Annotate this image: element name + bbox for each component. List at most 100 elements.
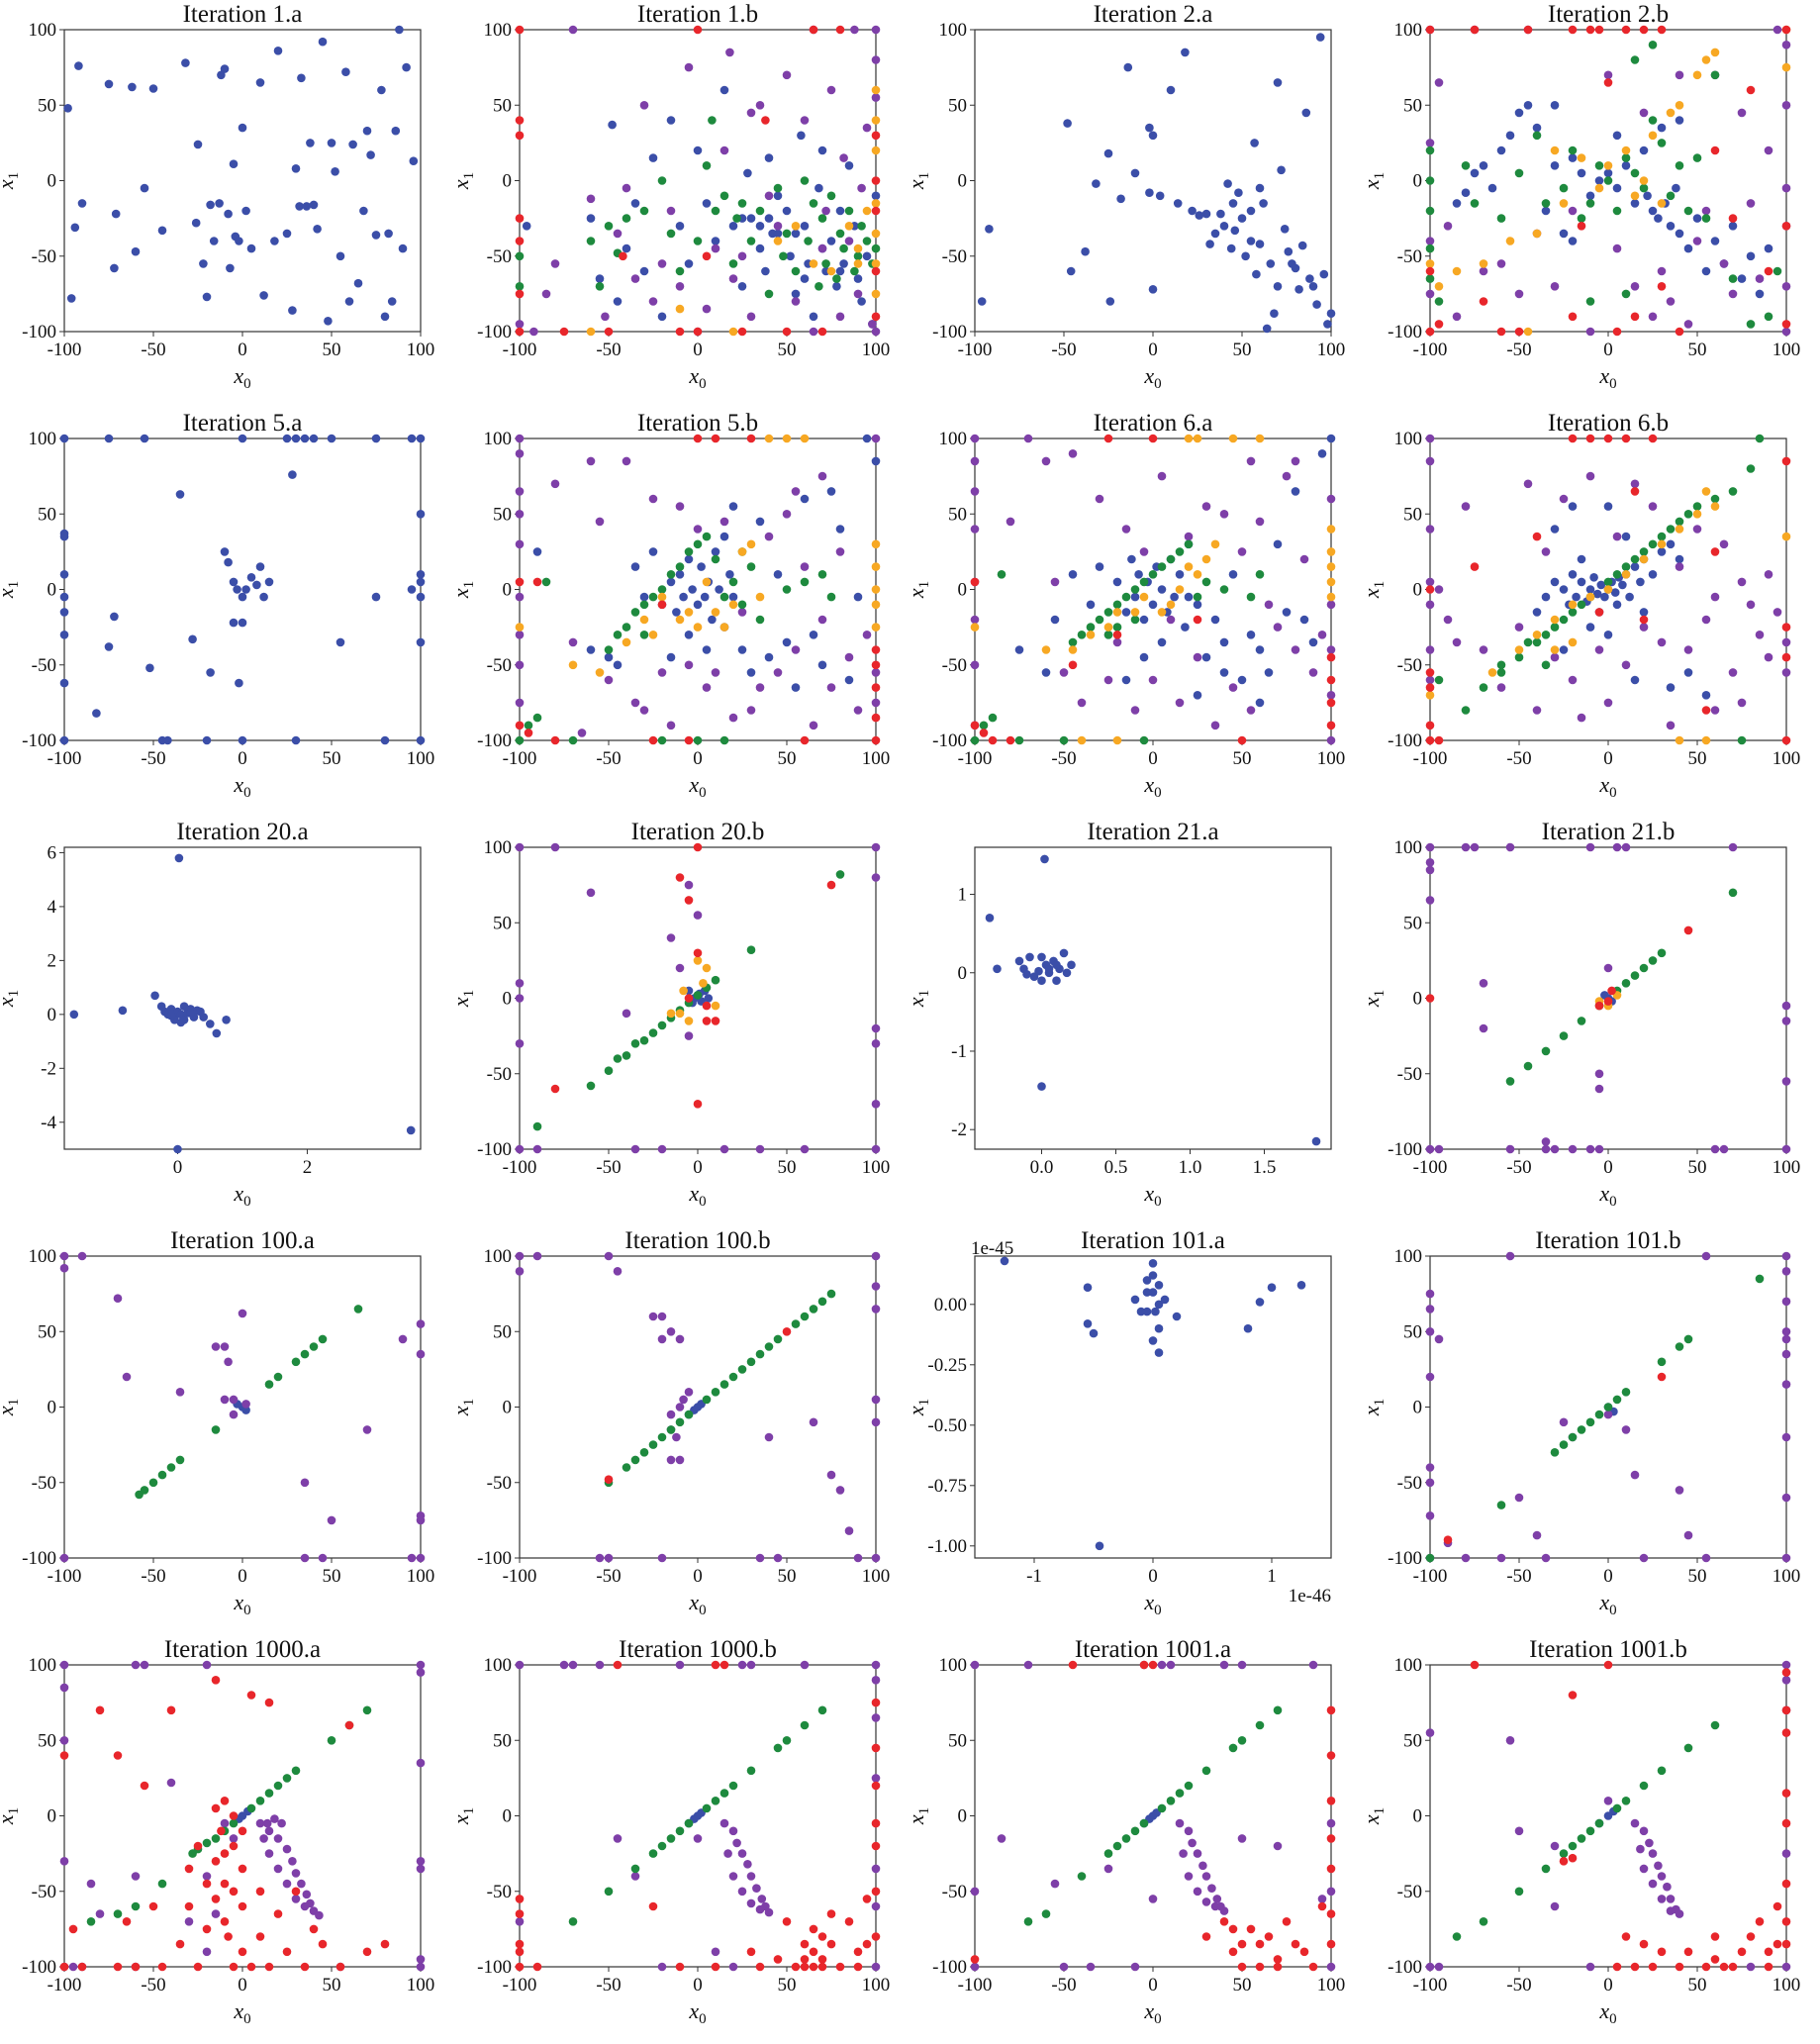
scatter-chart: Iteration 1001.b-100 -50 0 50 100-100-500501…: [1359, 1636, 1800, 2027]
data-point: [1014, 735, 1024, 745]
data-point: [1273, 1962, 1283, 1972]
data-point: [515, 623, 525, 632]
data-point: [1585, 297, 1595, 306]
data-point: [1134, 570, 1143, 579]
data-point: [595, 668, 605, 677]
data-point: [728, 274, 738, 283]
data-point: [1273, 623, 1283, 632]
data-point: [255, 78, 265, 87]
data-point: [1621, 1932, 1631, 1941]
data-point: [728, 222, 738, 231]
data-point: [222, 1016, 231, 1024]
data-point: [1568, 1691, 1578, 1700]
data-point: [1612, 600, 1622, 610]
data-point: [1326, 675, 1336, 685]
data-point: [622, 637, 631, 647]
data-point: [1532, 1530, 1542, 1540]
series-green: [1425, 41, 1782, 329]
data-point: [1639, 25, 1649, 35]
data-point: [1193, 1849, 1202, 1858]
data-point: [1701, 487, 1711, 496]
data-point: [157, 226, 167, 236]
data-point: [92, 709, 101, 718]
data-point: [1645, 1838, 1654, 1848]
data-point: [1219, 510, 1229, 519]
data-point: [871, 1023, 881, 1033]
data-point: [1559, 645, 1569, 654]
data-point: [1577, 600, 1586, 610]
data-point: [1040, 854, 1049, 864]
data-point: [1228, 1947, 1238, 1957]
data-point: [1326, 1864, 1336, 1874]
data-point: [1692, 502, 1702, 511]
data-point: [515, 214, 525, 223]
data-point: [166, 1463, 176, 1472]
data-point: [264, 1826, 274, 1836]
data-point: [70, 223, 80, 233]
data-point: [211, 1342, 221, 1351]
data-point: [782, 585, 792, 594]
data-point: [1246, 706, 1256, 715]
data-point: [59, 1751, 69, 1760]
data-point: [684, 1818, 694, 1828]
data-point: [755, 1904, 765, 1914]
y-tick-label: -50: [487, 246, 512, 267]
data-point: [1230, 226, 1240, 236]
chart-title: Iteration 1.a: [183, 1, 303, 28]
data-point: [1577, 214, 1586, 223]
data-point: [1461, 1553, 1471, 1563]
data-point: [728, 600, 738, 610]
data-point: [1550, 615, 1560, 625]
x-tick-label: 50: [778, 1566, 797, 1587]
data-point: [1514, 1493, 1524, 1503]
data-point: [979, 729, 989, 737]
data-point: [1550, 577, 1560, 587]
data-point: [1326, 562, 1336, 571]
data-point: [309, 1924, 319, 1934]
data-point: [380, 312, 390, 322]
x-tick-label: 50: [323, 1975, 341, 1995]
data-point: [1666, 721, 1676, 730]
data-point: [366, 150, 375, 159]
data-point: [693, 237, 703, 245]
y-tick-label: 100: [29, 1655, 57, 1676]
data-point: [648, 1901, 658, 1911]
data-point: [1719, 259, 1729, 268]
data-point: [817, 214, 827, 223]
data-point: [282, 434, 292, 443]
data-point: [1452, 266, 1462, 276]
data-point: [657, 668, 667, 677]
data-point: [1210, 615, 1220, 625]
data-point: [270, 1814, 279, 1823]
x-axis-label: x0: [1143, 1181, 1161, 1210]
data-point: [515, 1251, 525, 1261]
data-point: [1157, 471, 1167, 481]
data-point: [1425, 865, 1435, 875]
data-point: [871, 873, 881, 882]
data-point: [809, 25, 818, 35]
data-point: [639, 592, 649, 602]
data-point: [1479, 1023, 1488, 1033]
data-point: [255, 1797, 265, 1805]
data-point: [1630, 55, 1640, 64]
data-point: [746, 1357, 756, 1367]
data-point: [1630, 554, 1640, 564]
data-point: [1764, 652, 1773, 662]
y-tick-label: 100: [484, 1246, 513, 1267]
data-point: [1781, 1349, 1791, 1359]
data-point: [140, 1781, 149, 1791]
data-point: [199, 259, 208, 268]
data-point: [407, 1553, 417, 1563]
data-point: [1201, 502, 1211, 511]
data-point: [1701, 55, 1711, 64]
data-point: [791, 1319, 801, 1328]
data-point: [1443, 222, 1453, 231]
data-point: [315, 1910, 324, 1920]
data-point: [1594, 1069, 1604, 1079]
data-point: [1425, 1728, 1435, 1737]
data-point: [1603, 997, 1613, 1006]
data-point: [782, 206, 792, 216]
x-tick-label: 50: [1688, 1566, 1707, 1587]
x-tick-label: 100: [407, 748, 435, 769]
data-point: [335, 637, 345, 647]
